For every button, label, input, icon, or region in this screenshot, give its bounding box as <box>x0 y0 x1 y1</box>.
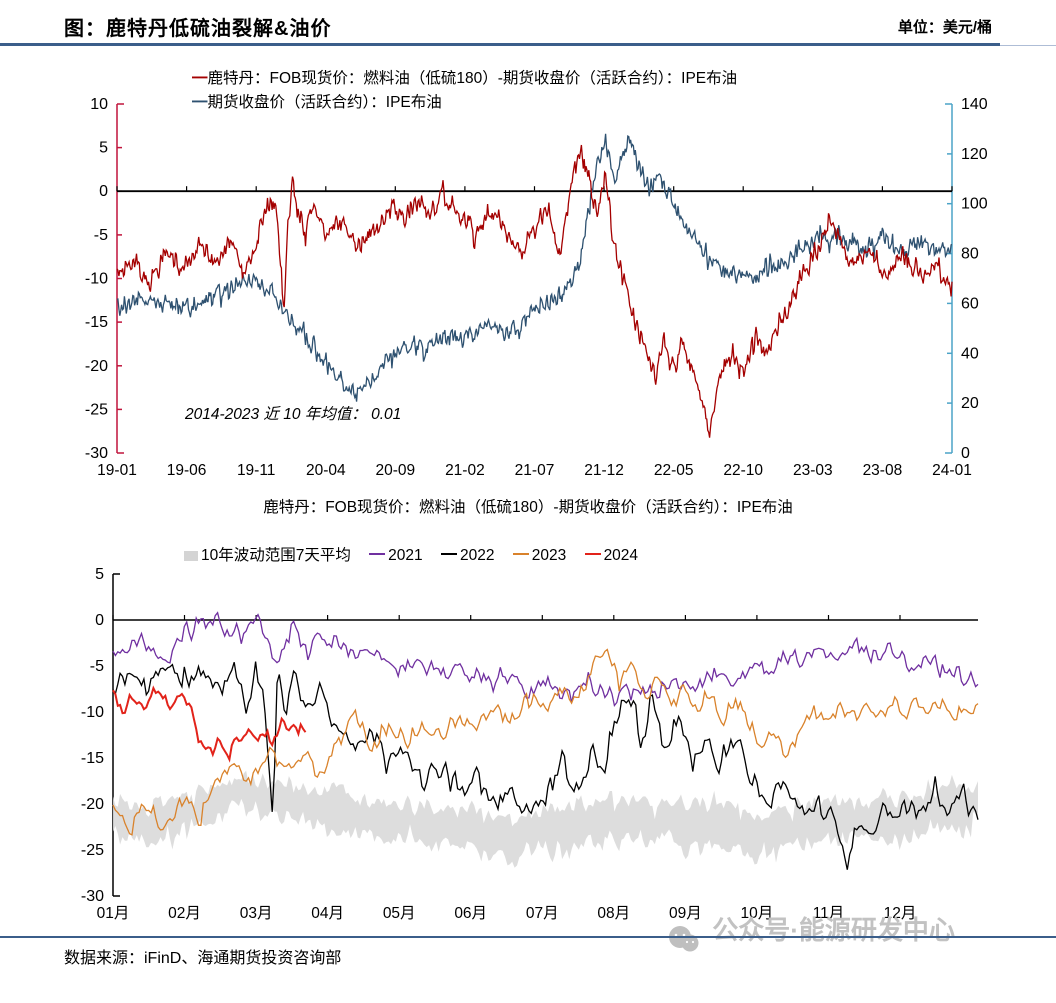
svg-text:-25: -25 <box>85 401 108 418</box>
svg-text:04月: 04月 <box>311 905 344 922</box>
svg-text:-5: -5 <box>94 227 108 244</box>
svg-text:5: 5 <box>95 566 104 583</box>
svg-text:60: 60 <box>961 295 979 312</box>
svg-text:22-05: 22-05 <box>654 462 694 479</box>
svg-text:08月: 08月 <box>597 905 630 922</box>
svg-text:-5: -5 <box>90 658 104 675</box>
svg-text:2014-2023 近 10 年均值： 0.01: 2014-2023 近 10 年均值： 0.01 <box>184 405 401 423</box>
svg-text:22-10: 22-10 <box>723 462 763 479</box>
svg-text:80: 80 <box>961 246 979 263</box>
svg-text:20-04: 20-04 <box>306 462 346 479</box>
svg-text:24-01: 24-01 <box>932 462 972 479</box>
svg-text:0: 0 <box>95 612 104 629</box>
svg-text:21-07: 21-07 <box>515 462 555 479</box>
svg-text:-20: -20 <box>81 796 104 813</box>
svg-text:40: 40 <box>961 345 979 362</box>
svg-text:06月: 06月 <box>454 905 487 922</box>
svg-text:21-02: 21-02 <box>445 462 485 479</box>
svg-text:0: 0 <box>961 445 970 462</box>
svg-text:5: 5 <box>99 140 108 157</box>
svg-text:120: 120 <box>961 146 988 163</box>
svg-text:-10: -10 <box>81 704 104 721</box>
svg-text:21-12: 21-12 <box>584 462 624 479</box>
svg-text:19-11: 19-11 <box>237 462 276 479</box>
svg-text:10: 10 <box>90 96 108 113</box>
svg-text:02月: 02月 <box>168 905 201 922</box>
svg-text:-30: -30 <box>85 445 108 462</box>
svg-text:01月: 01月 <box>97 905 130 922</box>
svg-text:100: 100 <box>961 196 988 213</box>
svg-text:-20: -20 <box>85 358 108 375</box>
svg-text:19-01: 19-01 <box>97 462 137 479</box>
svg-text:-25: -25 <box>81 842 104 859</box>
svg-text:03月: 03月 <box>240 905 273 922</box>
svg-text:07月: 07月 <box>526 905 559 922</box>
svg-text:05月: 05月 <box>383 905 416 922</box>
svg-text:19-06: 19-06 <box>167 462 207 479</box>
svg-text:20: 20 <box>961 395 979 412</box>
svg-text:20-09: 20-09 <box>375 462 415 479</box>
svg-text:23-08: 23-08 <box>863 462 903 479</box>
svg-text:-10: -10 <box>85 271 108 288</box>
svg-text:-15: -15 <box>85 314 108 331</box>
svg-text:-15: -15 <box>81 750 104 767</box>
svg-text:-30: -30 <box>81 888 104 905</box>
svg-text:23-03: 23-03 <box>793 462 833 479</box>
svg-text:140: 140 <box>961 96 988 113</box>
svg-text:0: 0 <box>99 183 108 200</box>
